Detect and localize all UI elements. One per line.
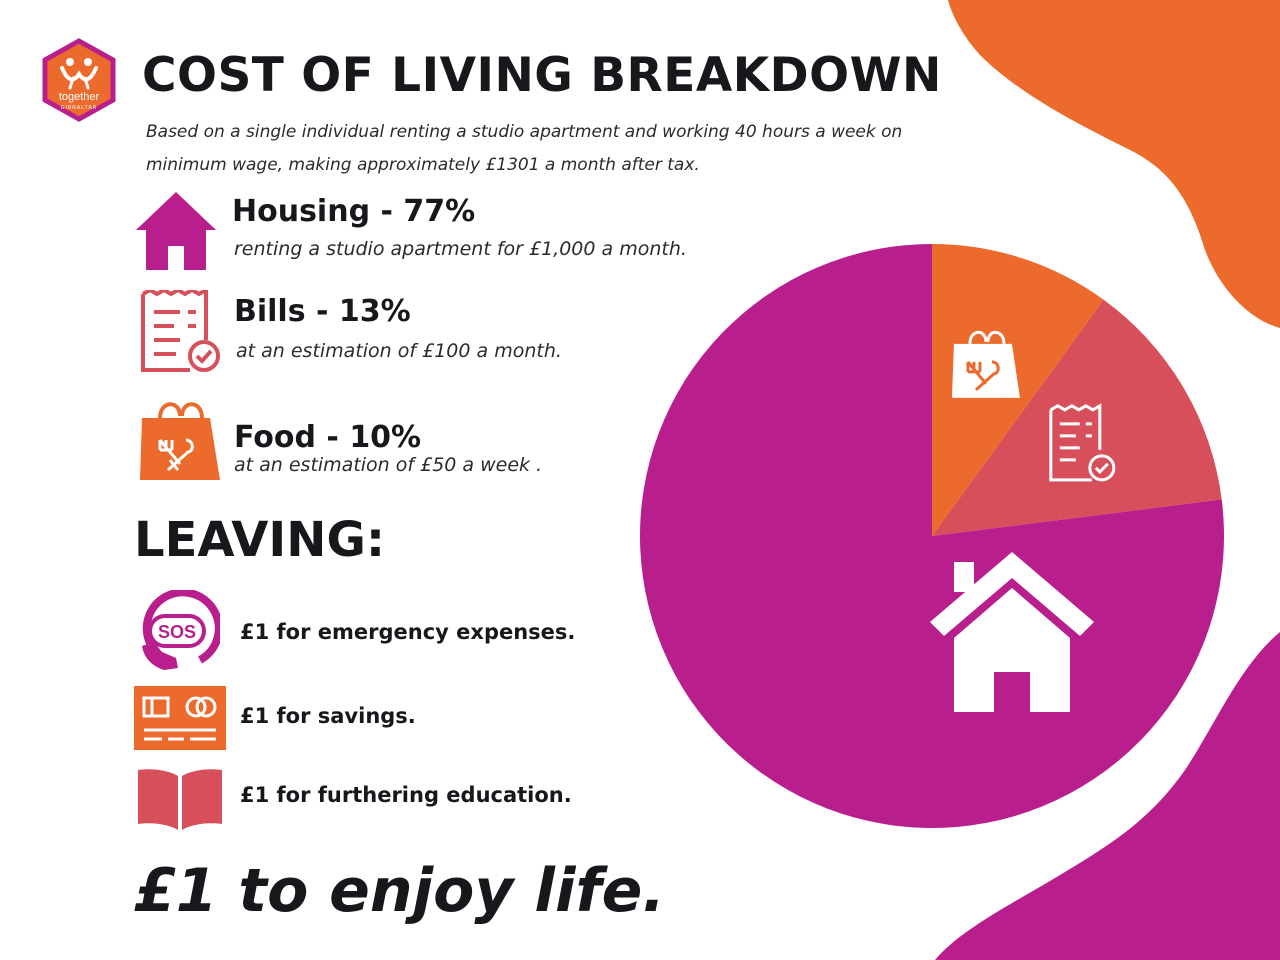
leaving-heading: LEAVING: [134, 512, 386, 568]
food-bag-icon [140, 402, 220, 480]
logo-text: together [59, 91, 100, 103]
logo-subtext: GIBRALTAR [61, 105, 98, 111]
bills-title: Bills - 13% [234, 294, 411, 329]
page-title: COST OF LIVING BREAKDOWN [142, 48, 942, 103]
pie-food-bag-icon [951, 330, 1020, 398]
together-logo: together GIBRALTAR [42, 38, 116, 122]
book-icon [138, 769, 222, 830]
page-subtitle: Based on a single individual renting a s… [146, 122, 903, 175]
housing-description: renting a studio apartment for £1,000 a … [234, 238, 687, 260]
pie-slice-bills [932, 299, 1222, 536]
food-title: Food - 10% [234, 420, 422, 455]
sos-phone-icon: SOS [142, 590, 220, 670]
housing-title: Housing - 77% [232, 194, 476, 229]
leaving-education-text: £1 for furthering education. [240, 783, 572, 807]
pie-bill-receipt-icon [1049, 403, 1116, 482]
enjoy-life-text: £1 to enjoy life. [134, 856, 666, 926]
cost-pie-chart [640, 244, 1224, 828]
food-description: at an estimation of £50 a week . [234, 454, 543, 476]
leaving-savings-text: £1 for savings. [240, 704, 416, 728]
bill-receipt-icon [141, 290, 220, 372]
orange-blob-decoration [948, 0, 1280, 328]
bills-description: at an estimation of £100 a month. [236, 340, 562, 362]
leaving-emergency-text: £1 for emergency expenses. [240, 620, 576, 644]
svg-text:SOS: SOS [158, 622, 196, 642]
credit-card-icon [134, 686, 226, 750]
house-icon [136, 192, 216, 270]
